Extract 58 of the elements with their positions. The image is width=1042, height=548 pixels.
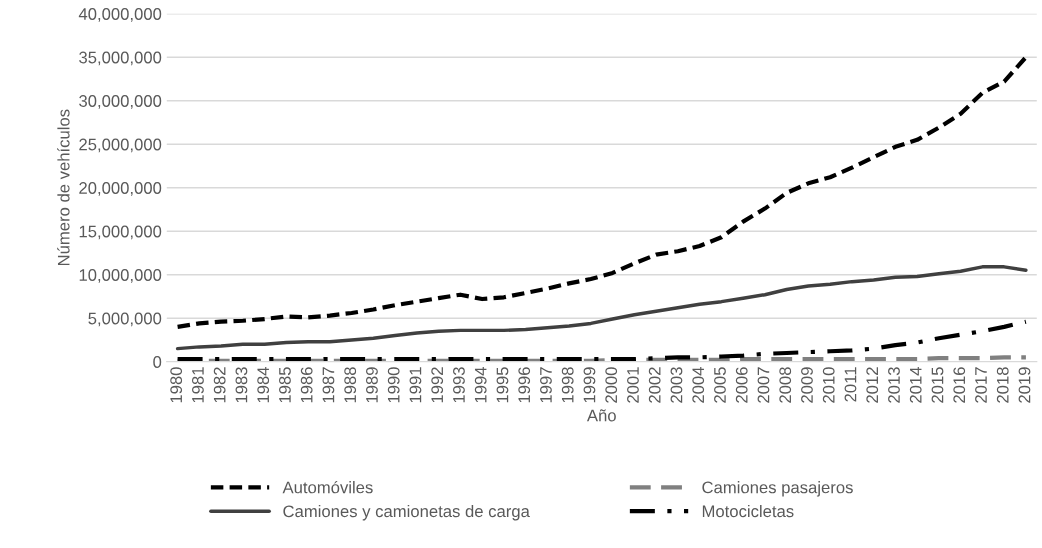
y-axis-title: Número de vehículos — [57, 109, 70, 266]
x-tick-label: 2007 — [757, 367, 770, 403]
x-tick-label: 2016 — [953, 367, 966, 403]
x-tick-label: 1992 — [431, 367, 444, 403]
line-series — [175, 55, 1028, 329]
line-series — [175, 319, 1028, 362]
y-tick-label: 5,000,000 — [88, 312, 162, 327]
y-tick-label: 40,000,000 — [78, 8, 162, 22]
x-tick-label: 1982 — [213, 367, 226, 403]
x-tick-label: 2006 — [735, 367, 748, 403]
x-axis-title: Año — [586, 409, 616, 422]
x-tick-label: 1984 — [257, 367, 270, 403]
y-tick-label: 0 — [153, 356, 162, 368]
legend-label: Camiones pasajeros — [702, 481, 853, 497]
x-tick-label: 1993 — [453, 367, 465, 403]
x-tick-label: 1985 — [279, 367, 291, 403]
y-tick-label: 30,000,000 — [79, 95, 162, 109]
x-tick-label: 1980 — [170, 367, 183, 403]
x-tick-label: 2012 — [866, 367, 879, 403]
x-tick-label: 2010 — [822, 367, 835, 403]
x-tick-label: 2001 — [627, 367, 639, 403]
x-tick-label: 1986 — [300, 367, 313, 403]
y-tick-label: 25,000,000 — [79, 138, 162, 153]
x-tick-label: 1989 — [366, 367, 378, 403]
x-tick-label: 1999 — [583, 367, 596, 403]
x-tick-label: 2011 — [844, 367, 857, 402]
y-tick-label: 35,000,000 — [79, 51, 162, 66]
legend-label: Camiones y camionetas de carga — [283, 504, 530, 521]
x-tick-label: 2005 — [714, 367, 726, 403]
x-tick-label: 1997 — [540, 367, 552, 403]
legend-label: Motocicletas — [702, 504, 794, 518]
x-tick-label: 1983 — [235, 367, 248, 403]
line-series — [175, 265, 1028, 351]
x-tick-label: 1998 — [561, 367, 574, 403]
y-tick-label: 15,000,000 — [79, 225, 162, 240]
x-tick-label: 1995 — [496, 367, 509, 403]
legend-label: Automóviles — [282, 480, 373, 494]
y-tick-label: 10,000,000 — [79, 269, 162, 283]
x-tick-label: 1996 — [518, 367, 531, 403]
x-tick-label: 2013 — [888, 367, 900, 403]
x-tick-label: 1991 — [409, 367, 422, 403]
x-tick-label: 1990 — [387, 367, 400, 403]
x-tick-label: 1987 — [322, 367, 335, 403]
x-tick-label: 2018 — [996, 367, 1009, 403]
x-tick-label: 1994 — [474, 367, 487, 403]
x-tick-label: 2015 — [931, 367, 944, 403]
x-tick-label: 2003 — [670, 367, 683, 403]
x-tick-label: 1981 — [192, 367, 204, 403]
y-tick-label: 20,000,000 — [79, 182, 162, 196]
x-tick-label: 1988 — [344, 367, 357, 403]
x-tick-label: 2004 — [692, 367, 705, 403]
x-tick-label: 2008 — [779, 367, 792, 403]
x-tick-label: 2017 — [975, 367, 987, 403]
x-tick-label: 2002 — [648, 367, 661, 403]
x-tick-label: 2014 — [909, 367, 922, 403]
x-tick-label: 2000 — [605, 367, 618, 403]
x-tick-label: 2009 — [801, 367, 813, 403]
x-tick-label: 2019 — [1018, 367, 1031, 403]
